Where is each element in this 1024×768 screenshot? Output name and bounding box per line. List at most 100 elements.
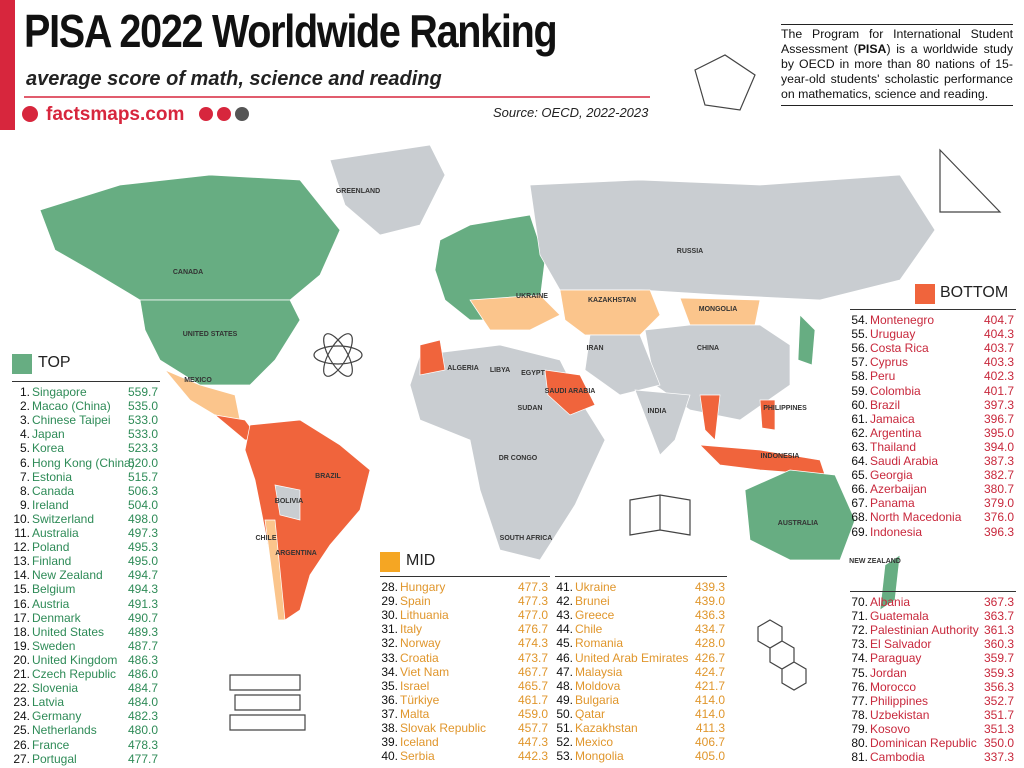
section-rule bbox=[850, 309, 1016, 310]
score: 523.3 bbox=[127, 441, 158, 456]
map-labels: GREENLAND CANADA UNITED STATES MEXICO BR… bbox=[173, 188, 901, 565]
rank: 43. bbox=[556, 608, 573, 623]
rank: 26. bbox=[13, 737, 30, 752]
score: 535.0 bbox=[127, 399, 158, 414]
score: 495.0 bbox=[127, 554, 158, 569]
score: 396.7 bbox=[983, 411, 1014, 426]
rank: 64. bbox=[851, 454, 868, 468]
country: Viet Nam bbox=[400, 664, 450, 679]
score: 350.0 bbox=[983, 736, 1014, 750]
country: Thailand bbox=[870, 439, 917, 454]
rank: 63. bbox=[851, 439, 868, 454]
score: 356.3 bbox=[983, 679, 1014, 694]
rank: 39. bbox=[381, 735, 398, 750]
rank: 60. bbox=[851, 397, 868, 412]
rank: 7. bbox=[19, 469, 30, 484]
rank: 27. bbox=[13, 751, 30, 766]
country: Latvia bbox=[32, 695, 65, 710]
score: 351.7 bbox=[983, 707, 1014, 722]
score: 494.3 bbox=[127, 582, 158, 597]
country: Malta bbox=[400, 706, 430, 721]
country: Brunei bbox=[575, 594, 610, 609]
score: 397.3 bbox=[983, 397, 1014, 412]
description: The Program for International Student As… bbox=[781, 24, 1013, 106]
rank: 3. bbox=[19, 413, 30, 428]
map-label: LIBYA bbox=[490, 367, 510, 374]
map-label: IRAN bbox=[586, 345, 603, 352]
rank: 76. bbox=[851, 679, 868, 694]
country: Italy bbox=[400, 622, 423, 637]
rank: 22. bbox=[13, 681, 30, 696]
score: 478.3 bbox=[127, 737, 158, 752]
country: Jamaica bbox=[870, 411, 915, 426]
map-label: PHILIPPINES bbox=[763, 405, 807, 412]
description-text: The Program for International Student As… bbox=[781, 27, 1013, 56]
score: 337.3 bbox=[983, 750, 1014, 765]
score: 533.0 bbox=[127, 427, 158, 442]
score: 487.7 bbox=[127, 638, 158, 653]
score: 520.0 bbox=[127, 455, 158, 470]
map-label: BOLIVIA bbox=[275, 498, 303, 505]
score: 482.3 bbox=[127, 709, 158, 724]
source: Source: OECD, 2022-2023 bbox=[493, 105, 649, 120]
score: 434.7 bbox=[694, 622, 725, 637]
map-label: GREENLAND bbox=[336, 188, 380, 195]
section-header: BOTTOM bbox=[940, 284, 1009, 301]
country: Brazil bbox=[870, 397, 901, 412]
score: 401.7 bbox=[983, 383, 1014, 398]
country: Guatemala bbox=[870, 609, 929, 624]
rank: 74. bbox=[851, 651, 868, 666]
country: Japan bbox=[32, 427, 65, 442]
rank: 33. bbox=[381, 650, 398, 665]
score: 439.3 bbox=[694, 580, 725, 594]
rank: 46. bbox=[556, 650, 573, 665]
country: Canada bbox=[32, 483, 75, 498]
rank: 62. bbox=[851, 425, 868, 440]
score: 484.7 bbox=[127, 681, 158, 696]
rank: 75. bbox=[851, 665, 868, 680]
score: 396.3 bbox=[983, 524, 1014, 539]
rank: 40. bbox=[381, 749, 398, 764]
score: 402.3 bbox=[983, 369, 1014, 384]
country: Montenegro bbox=[870, 313, 935, 327]
score: 363.7 bbox=[983, 609, 1014, 624]
country: Cambodia bbox=[870, 750, 925, 765]
rank: 13. bbox=[13, 554, 30, 569]
rank: 24. bbox=[13, 709, 30, 724]
country: Albania bbox=[870, 595, 911, 609]
country: Czech Republic bbox=[32, 667, 117, 681]
score: 428.0 bbox=[694, 636, 725, 651]
score: 387.3 bbox=[983, 454, 1014, 468]
rank: 45. bbox=[556, 636, 573, 651]
country: El Salvador bbox=[870, 637, 932, 652]
country: Romania bbox=[575, 636, 624, 651]
country: Uruguay bbox=[870, 327, 916, 342]
rank: 72. bbox=[851, 623, 868, 638]
decor bbox=[229, 54, 1002, 731]
score: 489.3 bbox=[127, 624, 158, 639]
brand-icon bbox=[22, 106, 38, 122]
country: Dominican Republic bbox=[870, 736, 977, 750]
legend-swatch bbox=[915, 284, 935, 304]
country: France bbox=[32, 737, 70, 752]
score: 506.3 bbox=[127, 483, 158, 498]
score: 382.7 bbox=[983, 468, 1014, 483]
map-label: CANADA bbox=[173, 269, 203, 276]
map-label: UNITED STATES bbox=[183, 331, 238, 338]
score: 404.3 bbox=[983, 327, 1014, 342]
map-label: BRAZIL bbox=[315, 473, 341, 480]
score: 477.3 bbox=[517, 594, 548, 609]
rank: 9. bbox=[19, 497, 30, 512]
country: Malaysia bbox=[575, 664, 623, 679]
country: Finland bbox=[32, 554, 72, 569]
country: Spain bbox=[400, 594, 431, 609]
rank: 32. bbox=[381, 636, 398, 651]
score: 359.3 bbox=[983, 665, 1014, 680]
rank: 12. bbox=[13, 540, 30, 555]
score: 380.7 bbox=[983, 482, 1014, 497]
rank: 44. bbox=[556, 622, 573, 637]
score: 474.3 bbox=[517, 636, 548, 651]
map-label: AUSTRALIA bbox=[778, 520, 818, 527]
rank: 50. bbox=[556, 706, 573, 721]
